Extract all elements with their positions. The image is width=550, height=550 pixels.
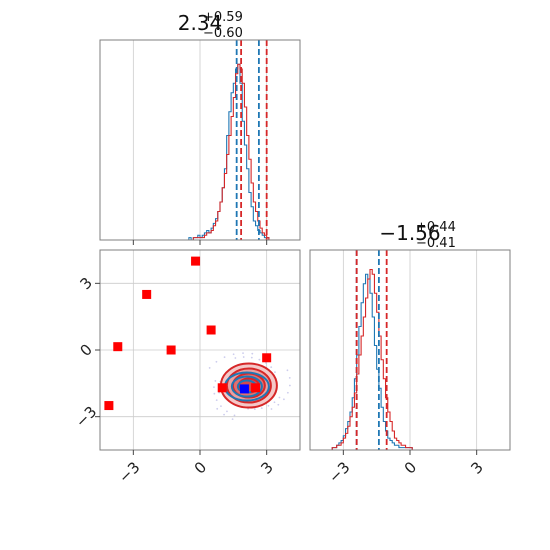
sample-point [223,413,225,416]
sample-point [253,408,256,410]
hist2-xtick-label-0: −3 [325,458,353,486]
sample-point [250,356,253,359]
sample-point [213,392,216,395]
sample-point [273,401,276,404]
sample-point [258,358,261,361]
sample-point [288,384,291,387]
blue-marker-0 [239,384,249,394]
sample-point [215,360,218,363]
sample-point [213,386,215,389]
sample-point [283,398,285,401]
contour-blue-1 [230,375,263,398]
sample-point [286,391,289,394]
sample-point [242,356,245,358]
sample-point [220,405,222,408]
sample-point [223,356,226,359]
sample-point [251,352,254,355]
param2-title: −1.56 [379,221,440,245]
sample-point [231,418,234,421]
sample-point [226,410,228,413]
sample-point [215,399,218,402]
scatter-xtick-label-1: 0 [191,458,210,477]
red-marker-5 [262,353,272,363]
scatter-ytick-label-0: −3 [72,403,100,431]
scatter-xtick-label-0: −3 [115,458,143,486]
hist2-xtick-label-1: 0 [401,458,420,477]
hist1-red-curve [100,63,300,241]
sample-point [242,352,244,354]
red-marker-1 [142,289,152,299]
sample-point [278,396,281,399]
red-marker-0 [113,342,123,352]
scatter-ytick-label-1: 0 [76,340,95,359]
sample-point [216,407,219,410]
sample-point [233,414,236,417]
sample-point [267,404,270,407]
sample-point [232,353,235,356]
scatter-xtick-label-2: 3 [257,458,276,477]
red-marker-8 [251,383,261,393]
red-marker-2 [191,256,201,266]
scatter-ytick-label-2: 3 [76,274,95,293]
param2-minus: −0.41 [416,236,456,251]
hist-panel-param2: −3 0 3 [309,249,511,487]
param1-title: 2.34 [178,11,223,35]
sample-point [270,366,273,369]
hist2-xtick-label-2: 3 [467,458,486,477]
red-marker-3 [166,345,176,355]
hist2-red-curve [310,268,510,451]
sample-point [214,380,217,382]
scatter-panel: −3 0 3 −3 0 3 [72,249,301,487]
sample-point [264,362,267,364]
param2-plus: +0.44 [416,220,456,235]
sample-point [208,367,211,369]
param1-median: 2.34 [178,11,223,35]
sample-point [274,371,276,374]
hist-panel-param1 [99,39,301,245]
sample-point [277,403,280,406]
sample-point [260,407,263,409]
red-marker-6 [104,401,114,411]
sample-point [234,357,237,359]
sample-point [286,369,289,372]
red-marker-7 [217,383,227,393]
sample-point [270,408,273,410]
param2-median: −1.56 [379,221,440,245]
param1-plus: +0.59 [203,10,243,25]
sample-point [288,376,291,379]
param1-minus: −0.60 [203,26,243,41]
red-marker-4 [206,325,216,335]
